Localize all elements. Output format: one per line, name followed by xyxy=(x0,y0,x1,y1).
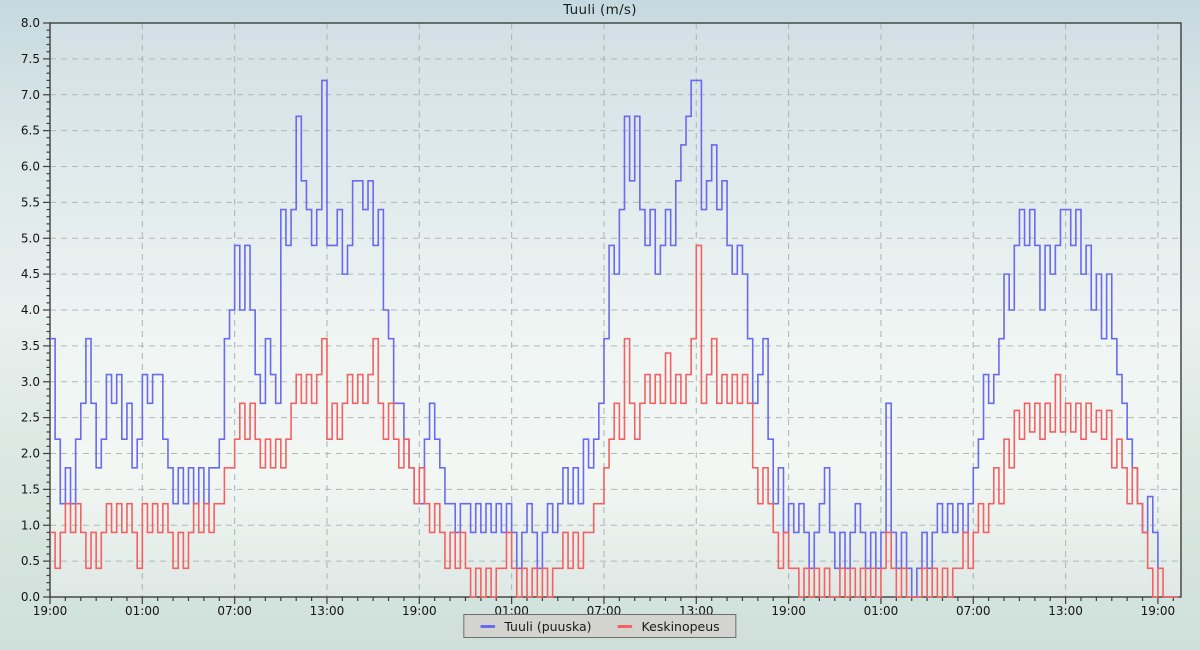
series-gust xyxy=(50,79,1159,598)
svg-text:4.5: 4.5 xyxy=(21,267,40,281)
svg-text:1.0: 1.0 xyxy=(21,518,40,532)
svg-text:6.5: 6.5 xyxy=(21,124,40,138)
svg-text:3.5: 3.5 xyxy=(21,339,40,353)
svg-text:01:00: 01:00 xyxy=(125,604,160,618)
svg-text:0.0: 0.0 xyxy=(21,590,40,604)
svg-text:01:00: 01:00 xyxy=(864,604,899,618)
svg-text:2.5: 2.5 xyxy=(21,411,40,425)
svg-text:7.5: 7.5 xyxy=(21,52,40,66)
gust-series-swatch xyxy=(480,624,496,628)
legend: Tuuli (puuska) Keskinopeus xyxy=(463,614,737,638)
svg-text:13:00: 13:00 xyxy=(1048,604,1083,618)
svg-text:4.0: 4.0 xyxy=(21,303,40,317)
legend-label-gust: Tuuli (puuska) xyxy=(504,618,592,634)
gridlines xyxy=(50,23,1181,597)
svg-text:19:00: 19:00 xyxy=(402,604,437,618)
average-series-swatch xyxy=(617,624,633,628)
svg-text:1.5: 1.5 xyxy=(21,482,40,496)
svg-text:07:00: 07:00 xyxy=(956,604,991,618)
legend-item-gust: Tuuli (puuska) xyxy=(480,618,592,634)
legend-label-average: Keskinopeus xyxy=(641,618,720,634)
svg-text:19:00: 19:00 xyxy=(1141,604,1176,618)
x-tick-labels: 19:00 01:00 07:00 13:00 19:00 01:00 07:00 13:00… xyxy=(33,604,1176,618)
svg-text:19:00: 19:00 xyxy=(33,604,68,618)
svg-text:5.0: 5.0 xyxy=(21,231,40,245)
svg-text:3.0: 3.0 xyxy=(21,375,40,389)
svg-text:6.0: 6.0 xyxy=(21,160,40,174)
svg-text:7.0: 7.0 xyxy=(21,88,40,102)
series-average xyxy=(50,244,1179,598)
svg-text:13:00: 13:00 xyxy=(310,604,345,618)
svg-text:8.0: 8.0 xyxy=(21,16,40,30)
svg-text:19:00: 19:00 xyxy=(771,604,806,618)
chart-title: Tuuli (m/s) xyxy=(563,2,637,18)
legend-item-average: Keskinopeus xyxy=(617,618,720,634)
svg-text:2.0: 2.0 xyxy=(21,447,40,461)
svg-text:5.5: 5.5 xyxy=(21,195,40,209)
svg-text:07:00: 07:00 xyxy=(217,604,252,618)
svg-text:0.5: 0.5 xyxy=(21,554,40,568)
y-tick-labels: 8.0 7.5 7.0 6.5 6.0 5.5 5.0 4.5 4.0 3.5 3.0 2.5 2.0 1… xyxy=(21,16,40,604)
plot-frame xyxy=(49,22,1182,598)
